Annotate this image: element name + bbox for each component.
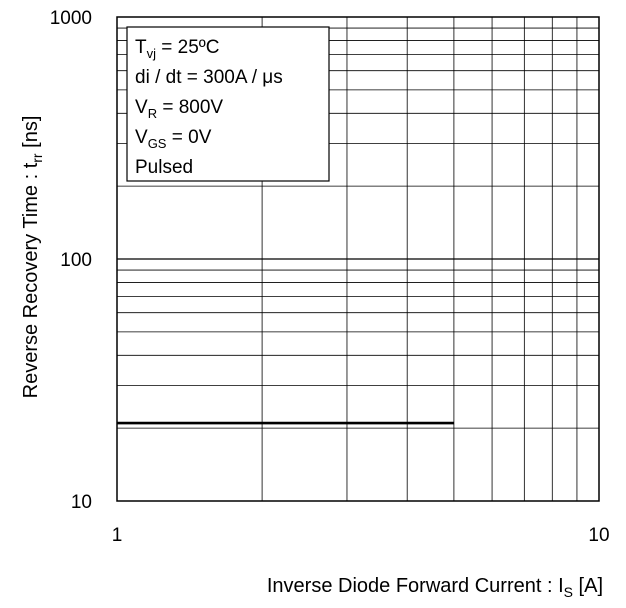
annotation-line-text: di / dt = 300A / μs xyxy=(135,67,283,88)
annotation-line-value: = 25ºC xyxy=(156,37,219,58)
annotation-line-sub: R xyxy=(148,106,157,121)
y-axis-label-unit: [ns] xyxy=(20,116,42,154)
x-tick-label: 1 xyxy=(112,525,123,546)
annotation-line-text: V xyxy=(135,127,148,148)
x-tick-labels: 1 10 xyxy=(112,525,610,546)
y-axis-label-sub: rr xyxy=(29,153,45,163)
annotation-line-value: = 800V xyxy=(157,97,223,118)
annotation-line-text: Pulsed xyxy=(135,157,193,178)
x-axis-label: Inverse Diode Forward Current : IS [A] xyxy=(267,575,603,600)
annotation-line-sub: vj xyxy=(147,46,157,61)
x-tick-label: 10 xyxy=(588,525,609,546)
annotation-line-value: = 0V xyxy=(166,127,211,148)
annotation-line: VR = 800V xyxy=(135,97,223,121)
grid-lines xyxy=(117,17,599,501)
y-tick-label: 100 xyxy=(60,250,92,271)
annotation-line-sub: GS xyxy=(148,136,167,151)
annotation-frame xyxy=(126,26,330,182)
y-tick-labels: 10 100 1000 xyxy=(50,8,92,513)
annotation-line: Pulsed xyxy=(135,157,193,178)
y-axis-label: Reverse Recovery Time : trr [ns] xyxy=(20,116,45,399)
y-tick-label: 10 xyxy=(71,492,92,513)
annotation-line: di / dt = 300A / μs xyxy=(135,67,283,88)
annotation-line: Tvj = 25ºC xyxy=(135,37,219,61)
annotation-line-text: T xyxy=(135,37,147,58)
x-axis-label-unit: [A] xyxy=(573,575,603,597)
y-tick-label: 1000 xyxy=(50,8,92,29)
x-axis-label-main: Inverse Diode Forward Current : I xyxy=(267,575,564,597)
y-axis-label-main: Reverse Recovery Time : t xyxy=(20,162,42,398)
annotation-line: VGS = 0V xyxy=(135,127,212,151)
annotation-line-text: V xyxy=(135,97,148,118)
x-axis-label-sub: S xyxy=(564,584,573,600)
plot-frame xyxy=(116,16,600,502)
